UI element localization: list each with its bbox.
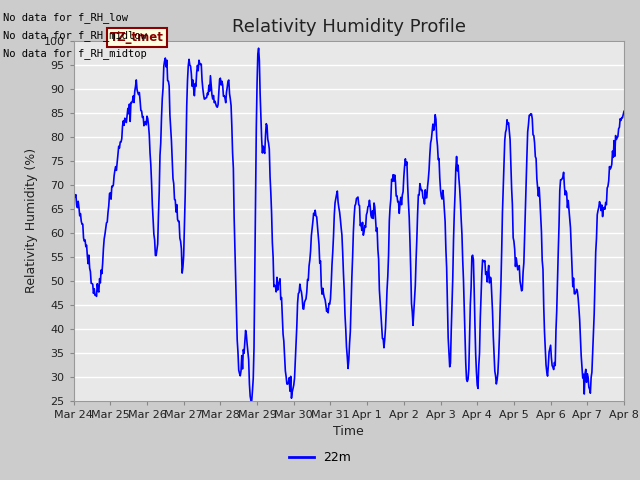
- Text: No data for f_RH_midlow: No data for f_RH_midlow: [3, 30, 147, 41]
- X-axis label: Time: Time: [333, 425, 364, 438]
- Y-axis label: Relativity Humidity (%): Relativity Humidity (%): [25, 148, 38, 293]
- Text: No data for f_RH_midtop: No data for f_RH_midtop: [3, 48, 147, 60]
- Title: Relativity Humidity Profile: Relativity Humidity Profile: [232, 18, 466, 36]
- Text: TZ_tmet: TZ_tmet: [110, 31, 164, 44]
- Legend: 22m: 22m: [284, 446, 356, 469]
- Text: No data for f_RH_low: No data for f_RH_low: [3, 12, 128, 23]
